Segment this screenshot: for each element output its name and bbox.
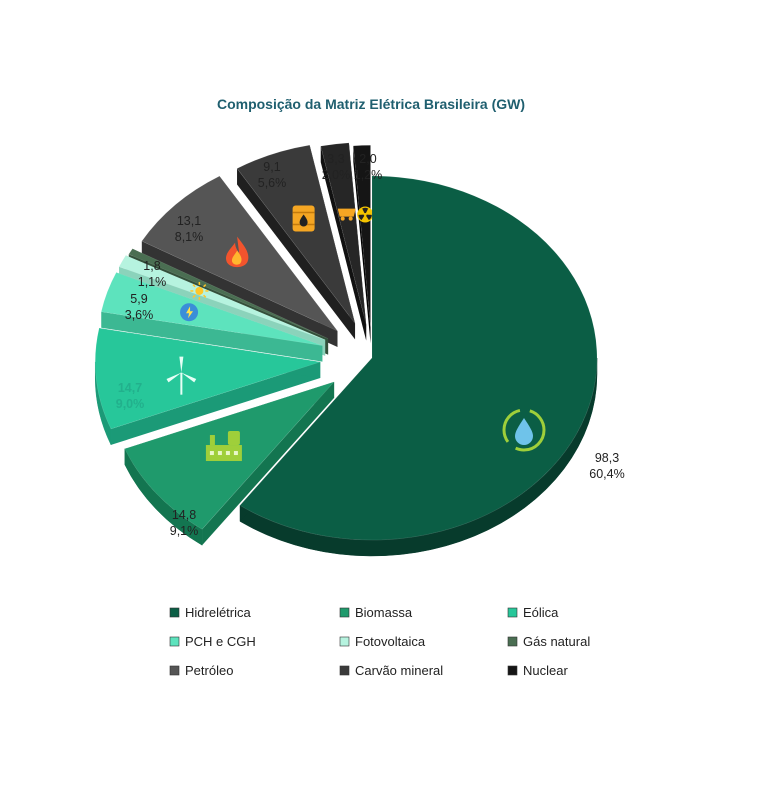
slice-top bbox=[352, 144, 371, 328]
data-label: 14,8 9,1% bbox=[170, 508, 199, 538]
legend-swatch bbox=[339, 636, 350, 647]
percent-label: 3,6% bbox=[125, 308, 154, 322]
percent-label: 8,1% bbox=[175, 230, 204, 244]
legend-label: PCH e CGH bbox=[185, 634, 256, 649]
slice-edge bbox=[320, 146, 367, 341]
value-label: 13,1 bbox=[177, 214, 201, 228]
legend-swatch bbox=[339, 665, 350, 676]
legend-swatch bbox=[507, 665, 518, 676]
legend-item: Carvão mineral bbox=[339, 663, 443, 678]
oil-barrel-icon bbox=[292, 205, 315, 232]
pie-slice-pch-e-cgh bbox=[100, 272, 323, 362]
pie-slice-biomassa bbox=[124, 381, 336, 546]
wind-turbine-icon bbox=[166, 356, 197, 395]
legend-label: Carvão mineral bbox=[355, 663, 443, 678]
pie-slice-e-lica bbox=[94, 327, 321, 446]
pie-slice-nuclear bbox=[320, 142, 367, 341]
factory-icon bbox=[205, 431, 242, 462]
slice-edge bbox=[353, 145, 371, 344]
radiation-icon bbox=[357, 206, 374, 223]
percent-label: 1,1% bbox=[138, 275, 167, 289]
water-drop-icon bbox=[502, 408, 546, 452]
legend-label: Hidrelétrica bbox=[185, 605, 252, 620]
data-label: 98,3 60,4% bbox=[589, 451, 624, 481]
pie-slices bbox=[94, 142, 598, 557]
data-label: 13,1 8,1% bbox=[175, 214, 204, 244]
slice-top bbox=[100, 272, 323, 346]
legend-swatch bbox=[507, 636, 518, 647]
legend-label: Gás natural bbox=[523, 634, 590, 649]
slice-top bbox=[94, 327, 321, 430]
legend-swatch bbox=[507, 607, 518, 618]
data-label: 14,7 9,0% bbox=[116, 381, 145, 411]
value-label: 5,9 bbox=[130, 292, 147, 306]
slice-edge bbox=[202, 381, 335, 546]
slice-edge bbox=[101, 311, 323, 362]
data-label: 3,3 2,0% bbox=[322, 152, 351, 182]
legend-item: Biomassa bbox=[339, 605, 413, 620]
legend-swatch bbox=[169, 607, 180, 618]
data-label: 1,8 1,1% bbox=[138, 259, 167, 289]
value-label: 9,1 bbox=[263, 160, 280, 174]
legend-item: Petróleo bbox=[169, 663, 233, 678]
value-label: 14,8 bbox=[172, 508, 196, 522]
chart-title: Composição da Matriz Elétrica Brasileira… bbox=[217, 96, 525, 112]
slice-top bbox=[320, 142, 367, 325]
percent-label: 1,2% bbox=[354, 168, 383, 182]
legend-item: Fotovoltaica bbox=[339, 634, 426, 649]
coal-cart-icon bbox=[337, 208, 356, 221]
legend-label: Biomassa bbox=[355, 605, 413, 620]
percent-label: 2,0% bbox=[322, 168, 351, 182]
value-label: 14,7 bbox=[118, 381, 142, 395]
value-label: 1,8 bbox=[143, 259, 160, 273]
slice-top bbox=[236, 144, 356, 324]
value-label: 98,3 bbox=[595, 451, 619, 465]
slice-top bbox=[118, 255, 326, 341]
hydro-plant-icon bbox=[180, 303, 199, 322]
data-label: 9,1 5,6% bbox=[258, 160, 287, 190]
legend-swatch bbox=[169, 636, 180, 647]
legend-swatch bbox=[169, 665, 180, 676]
pie-slice-carv-o-mineral bbox=[236, 144, 356, 340]
legend-swatch bbox=[339, 607, 350, 618]
percent-label: 60,4% bbox=[589, 467, 624, 481]
percent-label: 9,1% bbox=[170, 524, 199, 538]
legend-label: Eólica bbox=[523, 605, 559, 620]
value-label: 3,3 bbox=[327, 152, 344, 166]
legend-item: Nuclear bbox=[507, 663, 568, 678]
value-label: 2,0 bbox=[359, 152, 376, 166]
slice-top bbox=[128, 248, 329, 339]
data-labels: 98,3 60,4%14,8 9,1%14,7 9,0%5,9 3,6%1,8 1,1%1… bbox=[116, 152, 625, 538]
percent-label: 9,0% bbox=[116, 397, 145, 411]
legend-label: Fotovoltaica bbox=[355, 634, 426, 649]
slice-edge bbox=[237, 168, 356, 340]
slice-top bbox=[239, 175, 598, 541]
legend-label: Nuclear bbox=[523, 663, 568, 678]
legend-item: Hidrelétrica bbox=[169, 605, 252, 620]
legend-item: Gás natural bbox=[507, 634, 590, 649]
legend-item: PCH e CGH bbox=[169, 634, 256, 649]
sun-icon bbox=[190, 281, 209, 300]
pie-slice-unlabeled bbox=[352, 144, 374, 344]
legend-label: Petróleo bbox=[185, 663, 233, 678]
data-label: 5,9 3,6% bbox=[125, 292, 154, 322]
percent-label: 5,6% bbox=[258, 176, 287, 190]
pie-slice-hidrel-trica bbox=[239, 175, 598, 557]
legend-item: Eólica bbox=[507, 605, 559, 620]
slice-edge bbox=[111, 361, 321, 445]
data-label: 2,0 1,2% bbox=[354, 152, 383, 182]
legend: Hidrelétrica Biomassa Eólica PCH e CGH Fotov… bbox=[169, 605, 590, 678]
flame-icon bbox=[225, 236, 249, 268]
